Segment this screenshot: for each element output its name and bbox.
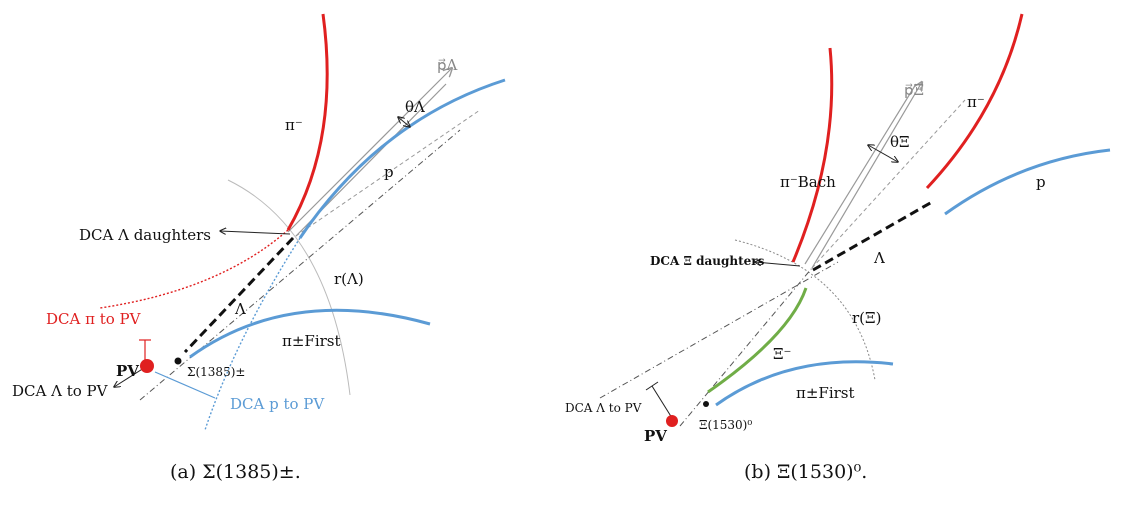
pv-label: PV bbox=[116, 362, 139, 380]
p-lambda-label: p⃗Λ bbox=[437, 56, 458, 74]
pv-dot-b bbox=[666, 415, 678, 427]
sigma-label: Σ(1385)± bbox=[187, 365, 245, 379]
dca-lambda-pv-arrow bbox=[114, 367, 145, 387]
proton-track-b bbox=[944, 148, 1111, 216]
pi-minus-track-b bbox=[925, 13, 1024, 190]
lambda-track-b bbox=[812, 200, 933, 272]
lambda-label: Λ bbox=[234, 300, 246, 318]
pi-minus-extrapolation bbox=[99, 229, 289, 309]
xi-minus-track bbox=[707, 287, 808, 394]
p-lambda-arrow bbox=[287, 68, 452, 233]
theta-reference-line bbox=[289, 109, 481, 241]
pi-minus-label: π⁻ bbox=[285, 116, 303, 134]
xi-label: Ξ(1530)⁰ bbox=[699, 418, 752, 432]
proton-extrapolation bbox=[204, 237, 301, 431]
panel-b: p⃗Ξ π⁻ θΞ π⁻Bach p DCA Ξ daughters Λ r(Ξ… bbox=[565, 13, 1111, 483]
dca-pi-pv-label: DCA π to PV bbox=[46, 310, 142, 328]
dca-daughters-arrow-b bbox=[755, 262, 801, 267]
proton-label-b: p bbox=[1036, 173, 1046, 191]
theta-xi-label: θΞ bbox=[890, 133, 910, 151]
pi-first-track-b bbox=[715, 360, 894, 407]
p-xi-arrow bbox=[811, 82, 922, 269]
dca-lambda-pv-label-b: DCA Λ to PV bbox=[565, 401, 642, 415]
proton-track bbox=[298, 78, 506, 239]
dca-p-pv-label: DCA p to PV bbox=[230, 395, 325, 413]
dca-lambda-pv-label: DCA Λ to PV bbox=[12, 382, 109, 400]
pi-first-track bbox=[189, 308, 431, 359]
pi-first-label-b: π±First bbox=[796, 384, 855, 402]
pv-dot bbox=[140, 359, 154, 373]
pv-label-b: PV bbox=[644, 427, 667, 445]
dca-daughters-label: DCA Λ daughters bbox=[79, 226, 211, 244]
pi-minus-track bbox=[286, 13, 329, 231]
pi-minus-label-b: π⁻ bbox=[967, 93, 985, 111]
caption-b: (b) Ξ(1530)⁰. bbox=[744, 461, 867, 483]
lambda-direction-line bbox=[139, 129, 461, 401]
lambda-direction-line-b bbox=[679, 267, 813, 427]
xi-direction-line bbox=[599, 261, 839, 399]
r-xi-arc bbox=[734, 239, 876, 381]
caption-a: (a) Σ(1385)±. bbox=[170, 461, 301, 483]
dca-lambda-pv-bracket bbox=[651, 385, 673, 419]
r-lambda-label: r(Λ) bbox=[334, 270, 364, 288]
theta-lambda-arc bbox=[398, 117, 410, 127]
sigma-vertex-dot bbox=[174, 357, 182, 365]
dca-lambda-pv-tick bbox=[645, 381, 659, 391]
r-lambda-arc bbox=[227, 179, 351, 396]
xi-minus-label: Ξ⁻ bbox=[773, 345, 791, 363]
theta-lambda-label: θΛ bbox=[405, 98, 425, 116]
panel-a: π⁻ p p⃗Λ θΛ DCA Λ daughters r(Λ) Λ DCA π… bbox=[12, 13, 506, 483]
dca-daughters-label-b: DCA Ξ daughters bbox=[650, 254, 765, 268]
dca-p-pv-line bbox=[154, 371, 216, 399]
p-xi-label: p⃗Ξ bbox=[904, 81, 924, 99]
proton-label: p bbox=[384, 163, 394, 181]
pi-bach-label: π⁻Bach bbox=[780, 173, 836, 191]
lambda-label-b: Λ bbox=[873, 249, 885, 267]
xi-vertex-dot bbox=[703, 401, 709, 407]
lambda-track bbox=[183, 236, 295, 354]
pi-first-label: π±First bbox=[282, 332, 341, 350]
p-xi-arrow-2 bbox=[804, 83, 917, 265]
pi-bach-track bbox=[791, 47, 834, 263]
theta-xi-arc bbox=[868, 145, 898, 162]
r-xi-label: r(Ξ) bbox=[852, 309, 881, 327]
dca-daughters-arrow bbox=[220, 231, 291, 234]
theta-reference-line-b bbox=[811, 99, 966, 269]
